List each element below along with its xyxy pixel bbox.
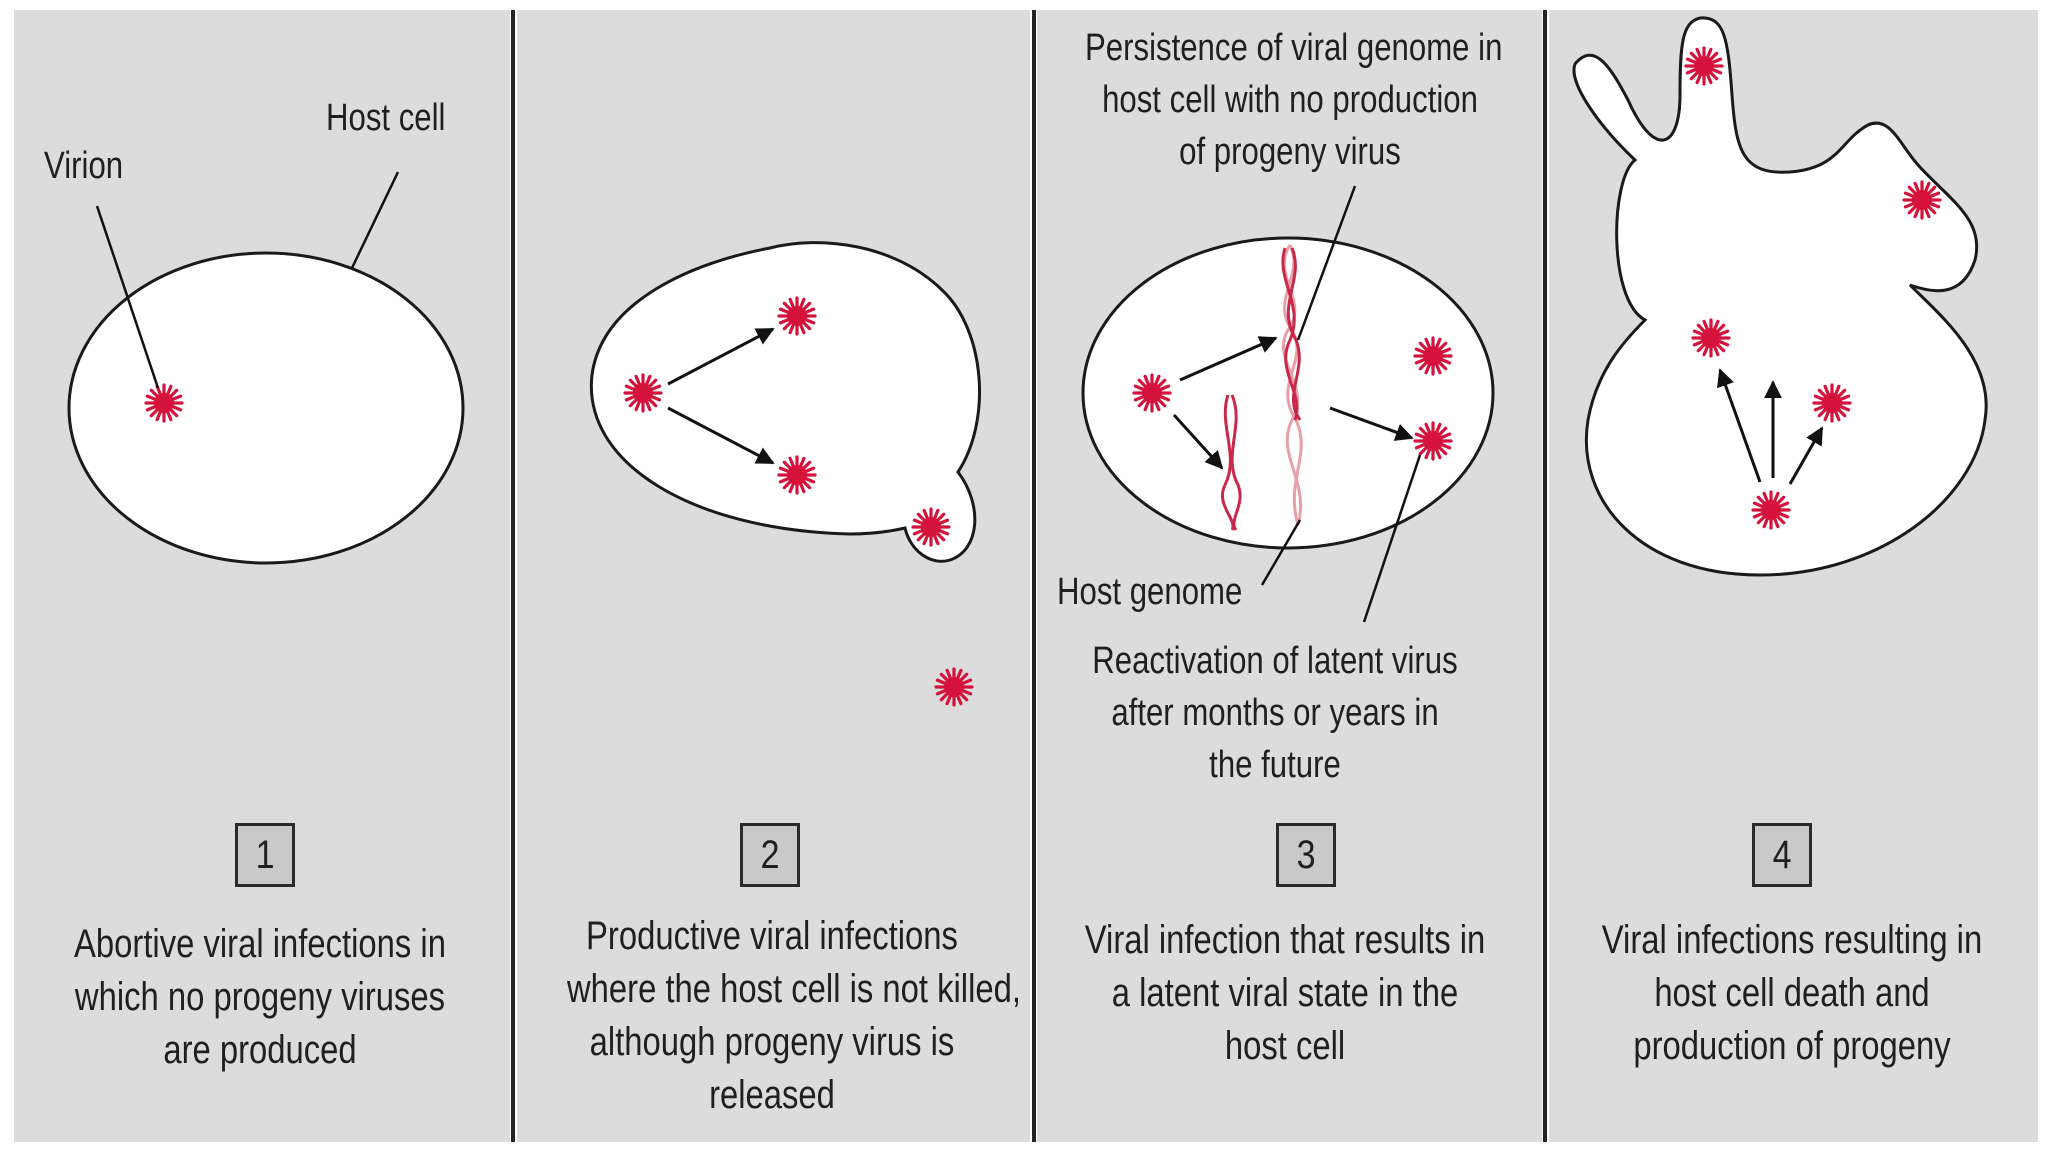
- virion-icon: [1684, 46, 1724, 86]
- arrows-3: [1172, 336, 1414, 470]
- budding-virion-icon: [911, 507, 951, 547]
- panel-dividers: [511, 10, 1547, 1142]
- arrows-2: [667, 327, 775, 465]
- panel-1-background: [14, 10, 510, 1142]
- panel-number-1: 1: [235, 823, 295, 887]
- panel-1-caption: Abortive viral infections in which no pr…: [74, 922, 446, 1072]
- host-cell-label: Host cell: [326, 97, 446, 139]
- host-cell-4-bursting: [1572, 16, 1988, 577]
- label-leader-lines-3: [1260, 185, 1422, 623]
- virion-icon: [1812, 383, 1852, 423]
- host-genome-label: Host genome: [1057, 571, 1243, 613]
- virion-label: Virion: [44, 145, 124, 187]
- virion-icon: [144, 383, 184, 423]
- panel-4-caption: Viral infections resulting in host cell …: [1601, 918, 1983, 1068]
- label-leader-lines-1: [95, 171, 400, 389]
- panel-2-background: [517, 10, 1030, 1142]
- virion-icon: [623, 373, 663, 413]
- panel-number-3: 3: [1276, 823, 1336, 887]
- virion-icon: [1413, 336, 1453, 376]
- virion-icon: [777, 296, 817, 336]
- host-cell-1: [67, 251, 465, 565]
- virion-icon: [1902, 180, 1942, 220]
- virion-icon: [1691, 318, 1731, 358]
- viral-genome-strand: [1221, 247, 1302, 531]
- panel-2-caption: Productive viral infections where the ho…: [567, 914, 1021, 1117]
- panel-number-4: 4: [1752, 823, 1812, 887]
- panel-3-background: [1037, 10, 1542, 1142]
- arrows-4: [1716, 368, 1824, 485]
- reactivation-label: Reactivation of latent virus after month…: [1092, 640, 1458, 786]
- released-virion-icon: [934, 667, 974, 707]
- virion-icon: [1751, 490, 1791, 530]
- virion-icon: [777, 455, 817, 495]
- host-cell-2: [589, 241, 981, 563]
- virion-icon: [1132, 373, 1172, 413]
- panel-3-caption: Viral infection that results in a latent…: [1084, 918, 1486, 1068]
- virion-icon: [1413, 421, 1453, 461]
- persistence-label: Persistence of viral genome in host cell…: [1085, 27, 1503, 173]
- panel-number-2: 2: [740, 823, 800, 887]
